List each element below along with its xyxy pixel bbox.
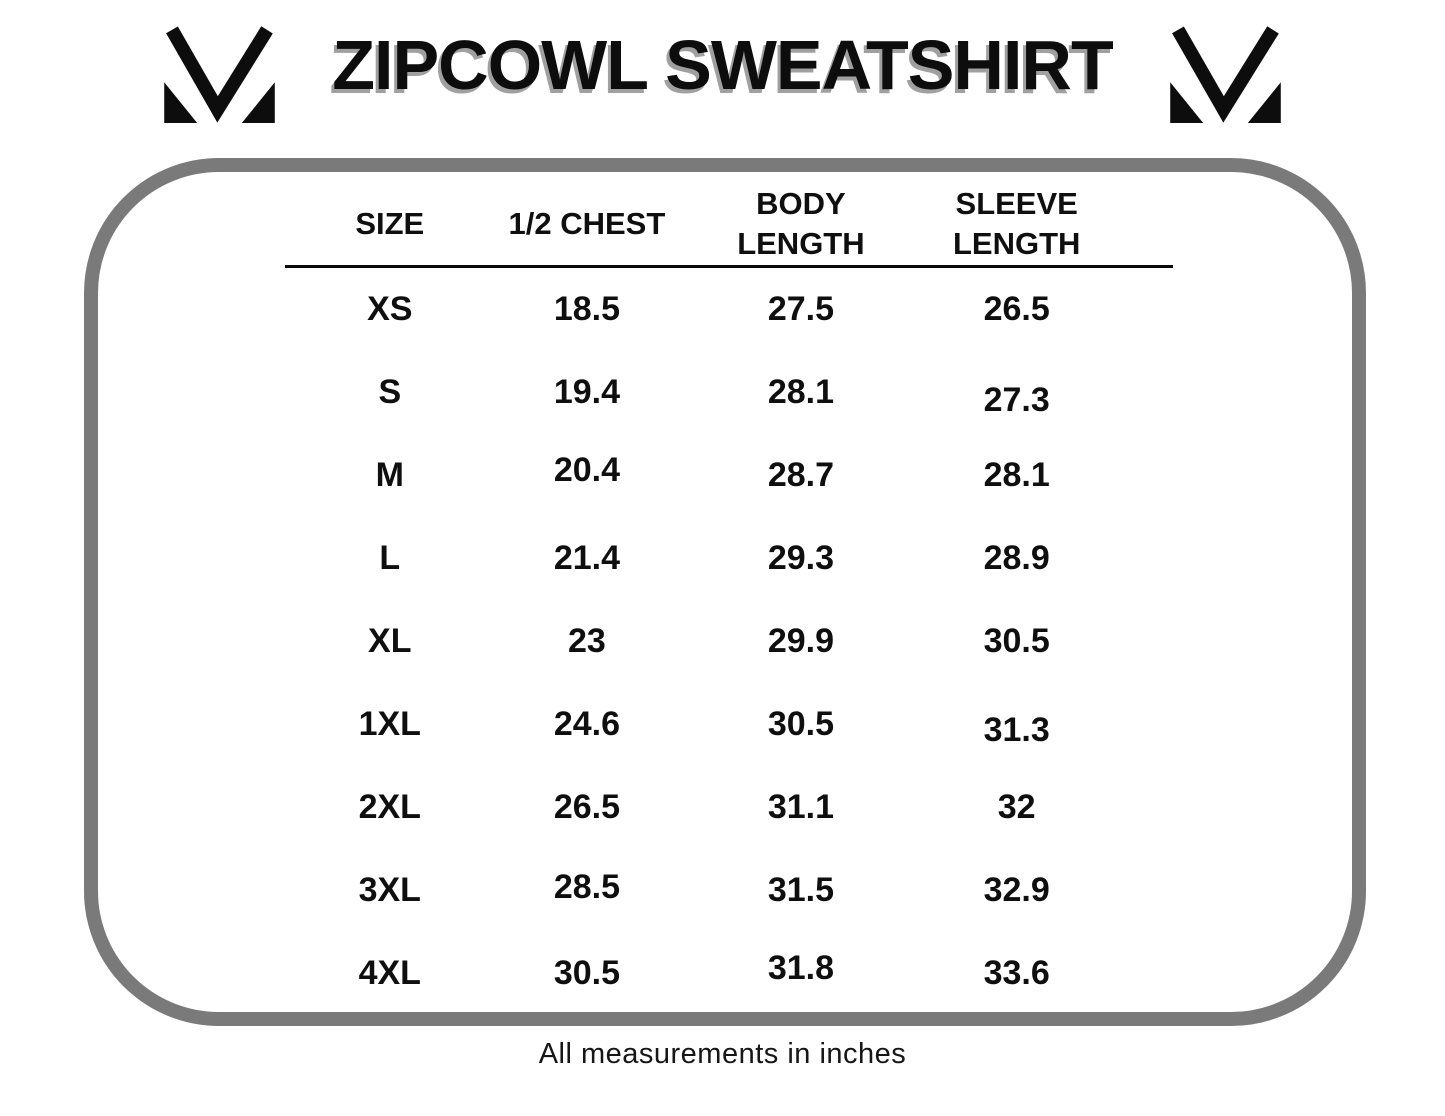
cell-size: L (379, 539, 401, 577)
cell-size: 3XL (358, 871, 421, 909)
table-row-l: L 21.4 29.3 28.9 (285, 517, 1173, 600)
cell-size: S (378, 373, 402, 411)
cell-size: 2XL (358, 788, 421, 826)
cell-sleeve-length: 33.6 (983, 954, 1050, 992)
cell-half-chest: 24.6 (553, 705, 620, 743)
cell-sleeve-length: 30.5 (983, 622, 1050, 660)
cell-half-chest: 26.5 (553, 788, 620, 826)
cell-size: XL (368, 622, 412, 660)
cell-half-chest: 28.5 (553, 868, 620, 906)
table-body: XS 18.5 27.5 26.5 S 19.4 28.1 27.3 M 20.… (285, 268, 1173, 1015)
table-row-1xl: 1XL 24.6 30.5 31.3 (285, 683, 1173, 766)
table-header-row: SIZE 1/2 CHEST BODY LENGTH SLEEVE LENGTH (285, 183, 1173, 268)
table-row-4xl: 4XL 30.5 31.8 33.6 (285, 932, 1173, 1015)
cell-half-chest: 23 (568, 622, 606, 660)
table-row-xl: XL 23 29.9 30.5 (285, 600, 1173, 683)
cell-sleeve-length: 32.9 (983, 871, 1050, 909)
cell-half-chest: 18.5 (553, 290, 620, 328)
cell-sleeve-length: 26.5 (983, 290, 1050, 328)
cell-body-length: 28.7 (767, 456, 834, 494)
cell-size: 1XL (358, 705, 421, 743)
cell-body-length: 30.5 (767, 705, 834, 743)
cell-body-length: 29.3 (767, 539, 834, 577)
column-header-body-length: BODY LENGTH (737, 186, 865, 261)
cell-sleeve-length: 27.3 (983, 381, 1050, 419)
cell-sleeve-length: 31.3 (983, 711, 1050, 749)
column-header-half-chest: 1/2 CHEST (508, 206, 666, 241)
cell-size: M (375, 456, 404, 494)
cell-half-chest: 20.4 (553, 451, 620, 489)
cell-half-chest: 19.4 (553, 373, 620, 411)
table-row-xs: XS 18.5 27.5 26.5 (285, 268, 1173, 351)
size-chart-panel-border (84, 158, 1366, 1026)
cell-body-length: 28.1 (767, 373, 834, 411)
cell-sleeve-length: 28.9 (983, 539, 1050, 577)
cell-sleeve-length: 28.1 (983, 456, 1050, 494)
cell-body-length: 27.5 (767, 290, 834, 328)
cell-body-length: 31.5 (767, 871, 834, 909)
column-header-sleeve-length: SLEEVE LENGTH (952, 186, 1081, 261)
m-monogram-icon (1168, 26, 1283, 123)
page-title: ZIPCOWL SWEATSHIRT (332, 26, 1113, 104)
column-header-size: SIZE (355, 206, 425, 241)
cell-half-chest: 21.4 (553, 539, 620, 577)
units-footnote: All measurements in inches (538, 1038, 907, 1070)
m-monogram-icon (162, 26, 277, 123)
table-row-m: M 20.4 28.7 28.1 (285, 434, 1173, 517)
cell-body-length: 29.9 (767, 622, 834, 660)
cell-size: 4XL (358, 954, 421, 992)
table-row-2xl: 2XL 26.5 31.1 32 (285, 766, 1173, 849)
cell-size: XS (367, 290, 413, 328)
cell-half-chest: 30.5 (553, 954, 620, 992)
table-row-3xl: 3XL 28.5 31.5 32.9 (285, 849, 1173, 932)
cell-body-length: 31.1 (767, 788, 834, 826)
table-row-s: S 19.4 28.1 27.3 (285, 351, 1173, 434)
cell-body-length: 31.8 (767, 949, 834, 987)
cell-sleeve-length: 32 (997, 788, 1036, 826)
